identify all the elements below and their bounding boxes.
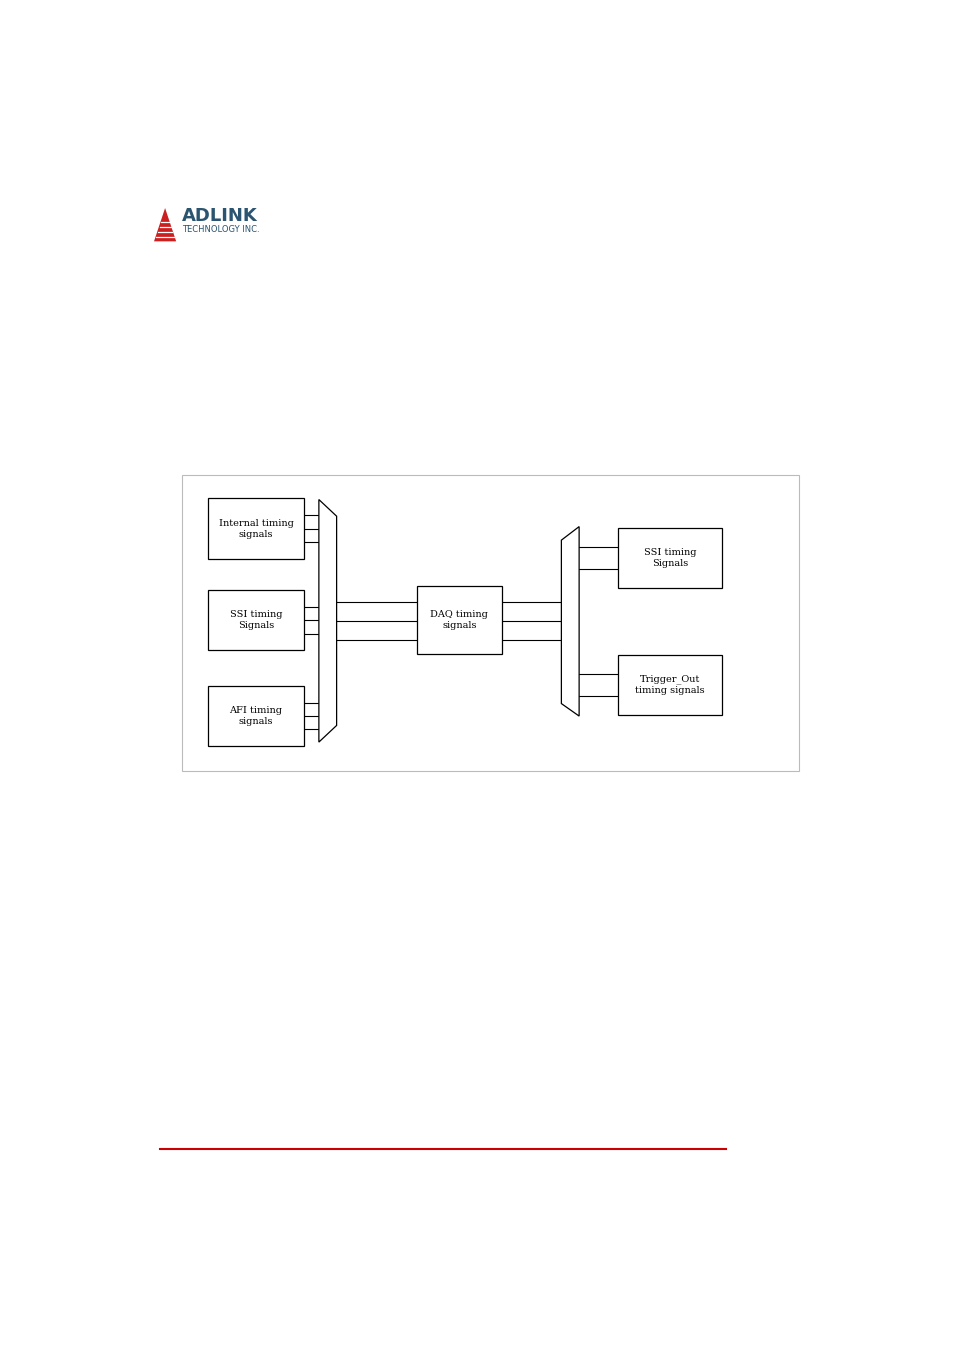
Bar [208, 589, 304, 650]
Text: AFI timing
signals: AFI timing signals [230, 706, 282, 726]
Polygon shape [560, 527, 578, 717]
Bar [208, 499, 304, 558]
Text: Trigger_Out
timing signals: Trigger_Out timing signals [635, 675, 704, 695]
Polygon shape [153, 208, 176, 242]
Text: Internal timing
signals: Internal timing signals [218, 519, 294, 538]
Bar [182, 475, 799, 771]
Bar [416, 587, 501, 654]
Polygon shape [318, 499, 336, 742]
Bar [618, 527, 721, 588]
Text: SSI timing
Signals: SSI timing Signals [230, 610, 282, 630]
Text: ADLINK: ADLINK [182, 207, 257, 226]
Bar [208, 685, 304, 746]
Text: SSI timing
Signals: SSI timing Signals [643, 548, 696, 568]
Text: DAQ timing
signals: DAQ timing signals [430, 610, 488, 630]
Bar [618, 654, 721, 715]
Text: TECHNOLOGY INC.: TECHNOLOGY INC. [182, 226, 259, 234]
